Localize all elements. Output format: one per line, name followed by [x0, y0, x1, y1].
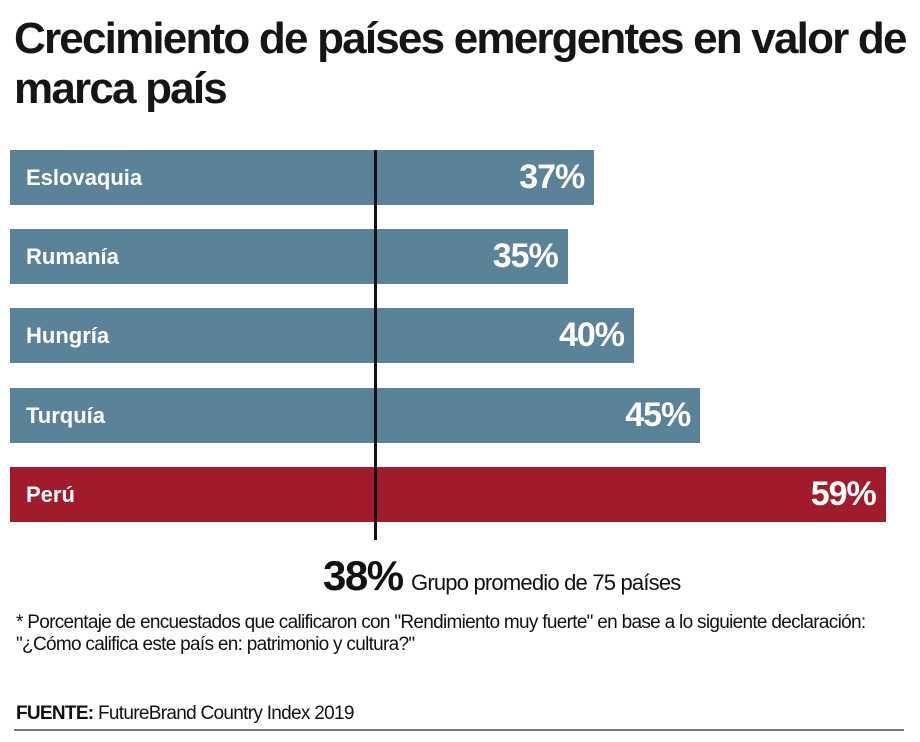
bar-category-label: Turquía [26, 403, 106, 428]
bar-category-label: Eslovaquia [26, 165, 143, 190]
bar-category-label: Perú [26, 482, 75, 507]
bar-value-label: 59% [810, 475, 877, 513]
chart-title: Crecimiento de países emergentes en valo… [14, 14, 907, 113]
average-label: Grupo promedio de 75 países [411, 570, 681, 595]
bar-value-label: 37% [519, 158, 585, 196]
footnote: * Porcentaje de encuestados que califica… [16, 612, 866, 655]
bar-turquía: Turquía 45% [10, 388, 701, 443]
bar-value-label: 35% [492, 237, 559, 275]
average-value: 38% [323, 552, 404, 599]
bar-hungría: Hungría 40% [10, 308, 634, 363]
bar-category-label: Rumanía [26, 244, 119, 269]
source-text: FutureBrand Country Index 2019 [98, 703, 354, 724]
source-label: FUENTE: [16, 703, 94, 724]
bar-value-label: 40% [558, 316, 625, 354]
bar-perú: Perú 59% [10, 467, 886, 522]
average-annotation: 38% Grupo promedio de 75 países [323, 552, 681, 600]
average-reference-line [374, 150, 377, 540]
bar-value-label: 45% [625, 396, 691, 434]
source: FUENTE: FutureBrand Country Index 2019 [16, 703, 354, 725]
bar-category-label: Hungría [26, 323, 110, 348]
bar-eslovaquia: Eslovaquia 37% [10, 150, 595, 205]
bottom-divider [14, 729, 904, 731]
bar-rumanía: Rumanía 35% [10, 229, 568, 284]
